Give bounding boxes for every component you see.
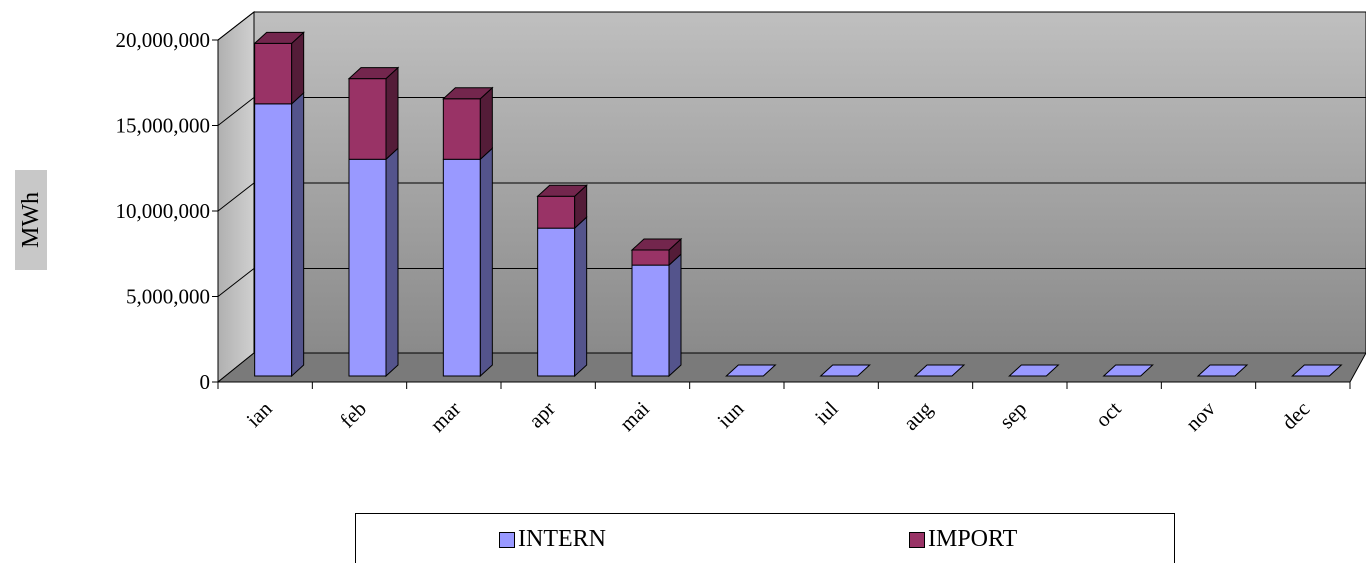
bar-intern <box>631 264 670 377</box>
bar-side-import <box>291 31 305 105</box>
bar-segment-empty <box>1291 364 1343 377</box>
bar-import <box>348 78 387 160</box>
gridline <box>217 268 1366 297</box>
bar-side-intern <box>291 91 305 378</box>
legend-label-import: IMPORT <box>928 526 1018 552</box>
y-tick-label: 20,000,000 <box>116 28 211 52</box>
legend: INTERN IMPORT <box>355 513 1175 563</box>
bar-top-import <box>253 31 305 44</box>
gridlines <box>217 11 1366 297</box>
bar-segment-empty <box>819 364 871 377</box>
x-tick-labels: ian feb mar apr mai iun iul aug sep oct nov dec <box>242 396 1315 436</box>
gridline <box>217 182 1366 212</box>
x-tick-label: oct <box>1091 396 1126 431</box>
x-tick-label: aug <box>899 396 938 435</box>
bar-import <box>442 98 481 160</box>
x-tick-label: nov <box>1181 396 1221 436</box>
legend-item-import: IMPORT <box>909 526 1017 553</box>
bar-side-import <box>479 86 493 161</box>
legend-swatch-import <box>909 531 925 548</box>
x-tick-label: sep <box>995 397 1032 434</box>
axes <box>212 39 1351 389</box>
bar-intern <box>254 103 293 377</box>
bar-intern <box>442 158 481 377</box>
bar-import <box>537 195 576 229</box>
bar-intern <box>537 227 576 377</box>
bar-side-import <box>385 66 399 161</box>
y-tick-label: 10,000,000 <box>116 199 211 223</box>
legend-label-intern: INTERN <box>518 526 606 552</box>
legend-swatch-intern <box>499 531 515 548</box>
x-tick-label: apr <box>524 397 560 433</box>
bar-segment-empty <box>1196 364 1249 377</box>
x-tick-label: feb <box>335 397 371 433</box>
bar-side-intern <box>574 216 588 378</box>
bar-intern <box>348 158 387 377</box>
bar-top-import <box>442 87 494 100</box>
bar-side-intern <box>479 147 493 378</box>
y-tick-label: 5,000,000 <box>126 285 210 309</box>
x-tick-label: dec <box>1277 397 1315 435</box>
y-tick-label: 0 <box>200 370 211 394</box>
bar-import <box>631 249 670 266</box>
bar-top-import <box>536 184 588 197</box>
bar-segment-empty <box>1008 364 1060 377</box>
bar-top-import <box>630 238 683 251</box>
x-tick-label: iul <box>810 396 843 429</box>
x-tick-label: ian <box>242 396 277 431</box>
bar-segment-empty <box>913 364 966 377</box>
x-tick-label: iun <box>712 396 748 432</box>
bar-side-intern <box>385 147 399 378</box>
bar-import <box>254 42 293 105</box>
bar-top-import <box>347 67 400 80</box>
gridline <box>217 97 1366 126</box>
bar-side-intern <box>668 252 682 378</box>
y-tick-label: 15,000,000 <box>116 114 211 138</box>
bars <box>253 31 1343 378</box>
bar-segment-empty <box>1102 364 1154 377</box>
gridline <box>217 11 1366 41</box>
bar-segment-empty <box>725 364 777 377</box>
x-tick-label: mar <box>425 397 465 437</box>
y-tick-labels: 0 5,000,000 10,000,000 15,000,000 20,000,000 <box>116 28 211 394</box>
y-axis-label-box: MWh <box>15 170 47 270</box>
x-tick-label: mai <box>615 396 654 435</box>
y-axis-label: MWh <box>18 192 44 248</box>
legend-item-intern: INTERN <box>499 526 606 553</box>
